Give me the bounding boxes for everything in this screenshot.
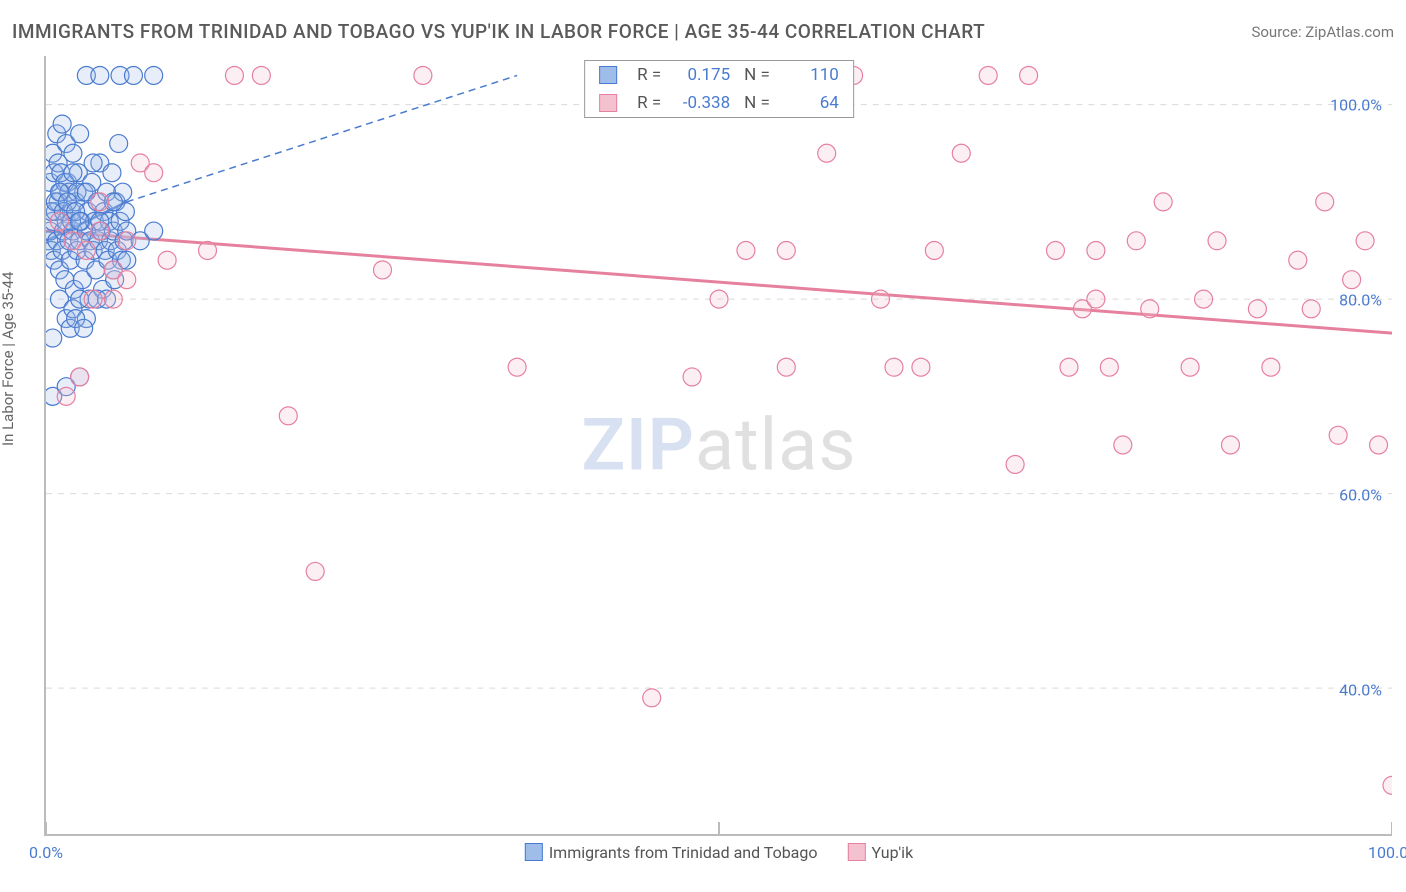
stat-row-trinidad: R = 0.175 N = 110: [585, 61, 853, 89]
stat-r-label: R =: [637, 93, 661, 113]
title-bar: IMMIGRANTS FROM TRINIDAD AND TOBAGO VS Y…: [12, 20, 1394, 43]
source-attribution: Source: ZipAtlas.com: [1251, 23, 1394, 41]
legend-label-trinidad: Immigrants from Trinidad and Tobago: [549, 843, 818, 862]
stat-n-label: N =: [744, 93, 770, 113]
stat-n-label: N =: [744, 65, 770, 85]
y-tick-label: 60.0%: [1292, 485, 1382, 504]
y-axis-label: In Labor Force | Age 35-44: [0, 272, 17, 446]
legend-swatch-trinidad: [525, 843, 543, 861]
legend-item-yupik: Yup'ik: [847, 843, 913, 862]
scatter-plot-svg: [46, 56, 1392, 834]
plot-area: ZIPatlas R = 0.175 N = 110 R = -0.338 N …: [44, 56, 1392, 836]
x-tick-label: 100.0%: [1368, 843, 1406, 862]
legend-swatch-yupik: [847, 843, 865, 861]
swatch-yupik: [599, 94, 617, 112]
chart-title: IMMIGRANTS FROM TRINIDAD AND TOBAGO VS Y…: [12, 20, 985, 43]
correlation-stat-box: R = 0.175 N = 110 R = -0.338 N = 64: [584, 60, 854, 118]
legend-label-yupik: Yup'ik: [871, 843, 913, 862]
y-tick-label: 80.0%: [1292, 290, 1382, 309]
y-tick-label: 100.0%: [1292, 95, 1382, 114]
stat-n-trinidad: 110: [784, 65, 839, 85]
legend-item-trinidad: Immigrants from Trinidad and Tobago: [525, 843, 818, 862]
stat-row-yupik: R = -0.338 N = 64: [585, 89, 853, 117]
stat-r-yupik: -0.338: [675, 93, 730, 113]
stat-n-yupik: 64: [784, 93, 839, 113]
stat-r-label: R =: [637, 65, 661, 85]
legend-bottom: Immigrants from Trinidad and Tobago Yup'…: [525, 843, 913, 862]
x-tick-label: 0.0%: [29, 843, 63, 862]
swatch-trinidad: [599, 66, 617, 84]
page-root: IMMIGRANTS FROM TRINIDAD AND TOBAGO VS Y…: [0, 0, 1406, 892]
y-tick-label: 40.0%: [1292, 680, 1382, 699]
stat-r-trinidad: 0.175: [675, 65, 730, 85]
